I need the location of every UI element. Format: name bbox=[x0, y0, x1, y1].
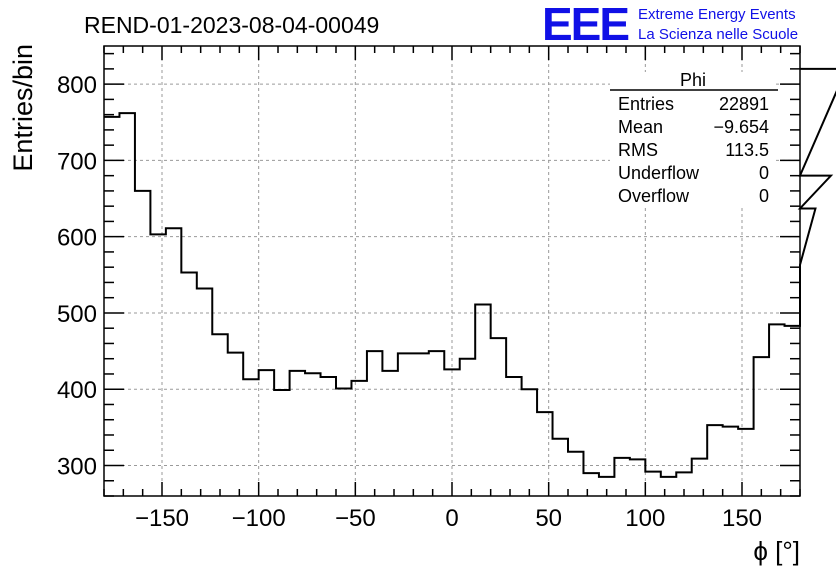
stats-row-label: Overflow bbox=[618, 186, 690, 206]
eee-logo-line-2: La Scienza nelle Scuole bbox=[638, 26, 798, 43]
y-tick-labels: 300 400 500 600 700 800 bbox=[57, 72, 97, 480]
stats-row-value: −9.654 bbox=[713, 117, 769, 137]
stats-box-title: Phi bbox=[680, 70, 706, 90]
x-axis-label: ϕ [°] bbox=[753, 536, 800, 566]
x-tick-label: −100 bbox=[232, 505, 286, 532]
x-tick-label: −150 bbox=[135, 505, 189, 532]
y-tick-label: 800 bbox=[57, 72, 97, 99]
y-axis-label: Entries/bin bbox=[8, 44, 38, 172]
stats-row-value: 0 bbox=[759, 186, 769, 206]
x-tick-label: 100 bbox=[625, 505, 665, 532]
stats-box: Phi Entries 22891 Mean −9.654 RMS 113.5 Underf… bbox=[610, 70, 778, 208]
x-tick-labels: −150 −100 −50 0 50 100 150 bbox=[135, 505, 762, 532]
stats-row-value: 113.5 bbox=[725, 140, 769, 160]
stats-row-label: Mean bbox=[618, 117, 663, 137]
eee-logo: EEE Extreme Energy Events La Scienza nel… bbox=[542, 0, 798, 50]
stats-row-value: 22891 bbox=[719, 94, 769, 114]
y-tick-label: 500 bbox=[57, 301, 97, 328]
stats-row-label: RMS bbox=[618, 140, 658, 160]
stats-row-label: Underflow bbox=[618, 163, 700, 183]
y-tick-label: 300 bbox=[57, 453, 97, 480]
axis-ticks bbox=[103, 46, 801, 497]
x-tick-label: 50 bbox=[535, 505, 562, 532]
stats-row-label: Entries bbox=[618, 94, 674, 114]
x-tick-label: 150 bbox=[722, 505, 762, 532]
x-tick-label: 0 bbox=[445, 505, 458, 532]
y-tick-label: 400 bbox=[57, 377, 97, 404]
eee-logo-mark: EEE bbox=[542, 0, 628, 50]
x-tick-label: −50 bbox=[335, 505, 376, 532]
run-title: REND-01-2023-08-04-00049 bbox=[84, 12, 379, 38]
stats-rows: Entries 22891 Mean −9.654 RMS 113.5 Underflow 0… bbox=[618, 94, 769, 206]
stats-row-value: 0 bbox=[759, 163, 769, 183]
eee-logo-line-1: Extreme Energy Events bbox=[638, 6, 796, 23]
stats-box-background bbox=[610, 72, 776, 208]
histogram-line bbox=[104, 67, 836, 478]
y-tick-label: 600 bbox=[57, 225, 97, 252]
y-tick-label: 700 bbox=[57, 148, 97, 175]
